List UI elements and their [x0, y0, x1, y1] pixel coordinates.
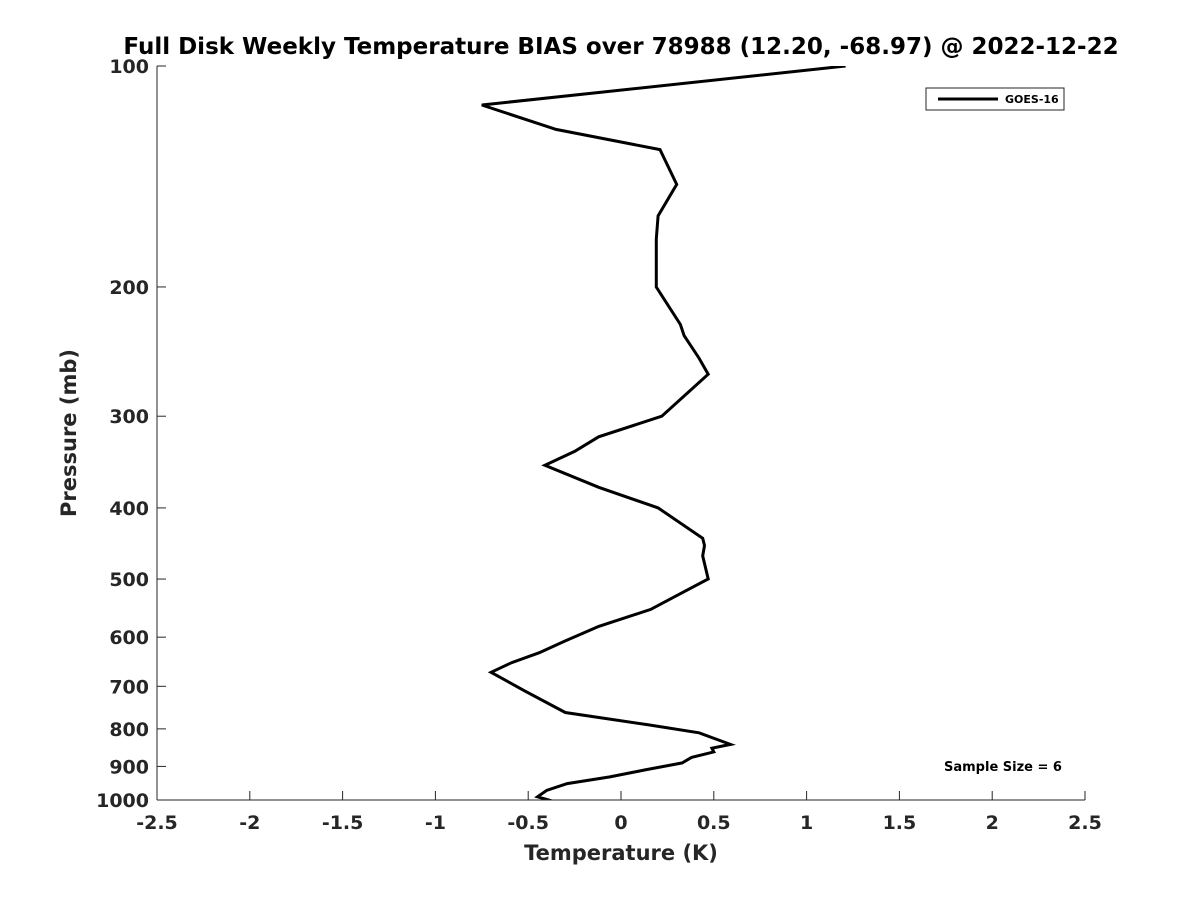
- axes: [156, 65, 1086, 801]
- x-tick-label: 0.5: [697, 812, 731, 834]
- legend-entry-label: GOES-16: [1005, 93, 1059, 106]
- x-tick-label: 0: [614, 812, 627, 834]
- x-tick-label: -2: [239, 812, 260, 834]
- y-tick-label: 600: [109, 627, 149, 649]
- x-axis-label: Temperature (K): [524, 841, 718, 865]
- x-tick-label: -1: [425, 812, 446, 834]
- x-tick-label: -2.5: [136, 812, 178, 834]
- y-tick-label: 300: [109, 406, 149, 428]
- y-tick-label: 900: [109, 756, 149, 778]
- series-line-goes-16: [481, 66, 846, 800]
- y-tick-label: 200: [109, 277, 149, 299]
- y-axis-label: Pressure (mb): [57, 349, 81, 517]
- y-tick-label: 500: [109, 569, 149, 591]
- chart-title: Full Disk Weekly Temperature BIAS over 7…: [123, 34, 1118, 60]
- x-tick-label: -0.5: [507, 812, 549, 834]
- x-tick-label: 1: [800, 812, 813, 834]
- y-tick-label: 800: [109, 719, 149, 741]
- y-tick-label: 400: [109, 498, 149, 520]
- x-tick-label: -1.5: [322, 812, 364, 834]
- y-tick-label: 700: [109, 676, 149, 698]
- x-tick-label: 2.5: [1068, 812, 1102, 834]
- tick-labels: -2.5 -2 -1.5 -1 -0.5 0 0.5 1 1.5 2 2.5 100 200 300 400…: [96, 56, 1102, 834]
- x-tick-label: 2: [986, 812, 999, 834]
- sample-size-annotation: Sample Size = 6: [944, 760, 1062, 775]
- y-tick-label: 1000: [96, 790, 149, 812]
- plot-area: [481, 66, 846, 800]
- legend: GOES-16: [925, 87, 1065, 111]
- x-tick-label: 1.5: [883, 812, 917, 834]
- y-tick-label: 100: [109, 56, 149, 78]
